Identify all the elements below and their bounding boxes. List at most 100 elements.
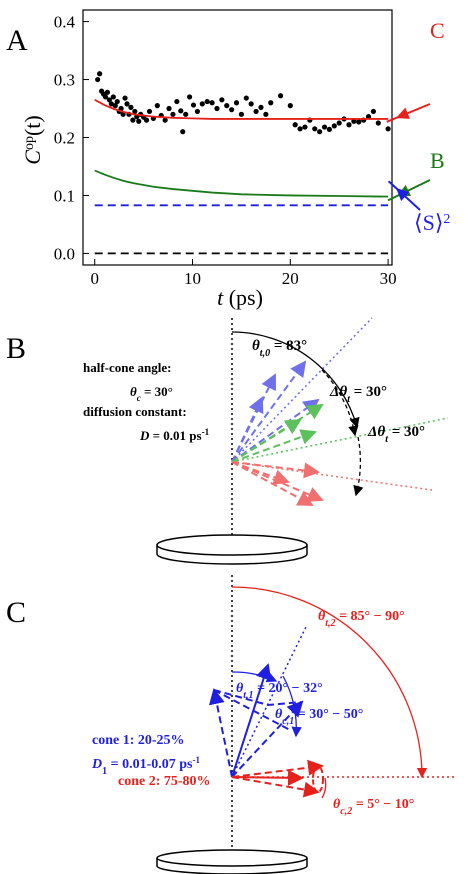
text: = 20° − 32° xyxy=(254,681,323,696)
note: half-cone angle: xyxy=(83,360,171,375)
subscript: t,1 xyxy=(243,690,253,701)
superscript: -1 xyxy=(193,755,201,765)
symbol: Δθ xyxy=(367,424,385,440)
data-point xyxy=(214,106,219,111)
angle-label: Δθt = 30° xyxy=(367,424,425,445)
data-point xyxy=(111,94,116,99)
x-tick-label: 30 xyxy=(380,269,397,288)
annotation-text: B xyxy=(430,148,445,173)
page: {"chart_data": {"type": "line", "panel_l… xyxy=(0,0,473,874)
data-point xyxy=(187,94,192,99)
surface-disk-top xyxy=(157,535,307,555)
x-label-text: (ps) xyxy=(223,285,263,310)
text: = 83° xyxy=(270,338,307,354)
vector xyxy=(232,362,305,462)
axis-line xyxy=(232,462,432,490)
data-point xyxy=(239,112,244,117)
constant-label: D = 0.01 ps-1 xyxy=(139,427,210,443)
y-axis-label: Cop(t) xyxy=(20,115,45,164)
data-point xyxy=(249,101,254,106)
text: = 0.01-0.07 ps xyxy=(107,757,193,772)
annotation-arrow xyxy=(387,104,430,122)
panel-label: A xyxy=(6,24,28,57)
angle-arc xyxy=(322,370,355,435)
cone-label: cone 1: 20-25% xyxy=(92,733,185,748)
cone-outline xyxy=(313,766,323,792)
data-point xyxy=(95,77,100,82)
vectors xyxy=(232,362,322,505)
data-point xyxy=(371,109,376,114)
y-tick-label: 0.3 xyxy=(54,71,75,90)
data-point xyxy=(244,95,249,100)
subscript: t,0 xyxy=(260,348,270,359)
data-point xyxy=(322,124,327,129)
panel-b: B θt,0 = 83° half-cone angle: θc = 30° d… xyxy=(6,318,448,564)
data-point xyxy=(385,126,390,131)
data-point xyxy=(288,103,293,108)
data-point xyxy=(166,106,171,111)
data-point xyxy=(356,119,361,124)
panel-a: A t (ps) Cop(t) 0.00.10.20.30.40102030CB… xyxy=(6,10,450,310)
note: diffusion constant: xyxy=(83,404,187,419)
cone-label: cone 2: 75-80% xyxy=(118,774,211,789)
y-tick-label: 0.0 xyxy=(54,244,75,263)
data-point xyxy=(312,126,317,131)
series-annotation: B xyxy=(430,148,445,173)
subscript: c,2 xyxy=(340,806,352,817)
y-tick-label: 0.4 xyxy=(54,13,76,32)
data-point xyxy=(293,122,298,127)
data-point xyxy=(183,112,188,117)
plot-frame xyxy=(83,10,392,265)
data-point xyxy=(268,100,273,105)
annotation-arrow xyxy=(388,180,430,200)
text: = 30° xyxy=(141,384,173,399)
vector xyxy=(232,766,322,777)
data-point xyxy=(178,108,183,113)
data-point xyxy=(258,105,263,110)
angle-label: θc,1 = 30° − 50° xyxy=(275,707,363,727)
data-point xyxy=(278,93,283,98)
data-point xyxy=(124,101,129,106)
subscript: t,2 xyxy=(325,618,335,629)
angle-label: θt,2 = 85° − 90° xyxy=(318,609,405,629)
annotation-superscript: 2 xyxy=(443,212,450,227)
angle-label: θt,1 = 20° − 32° xyxy=(236,681,323,701)
data-point xyxy=(147,109,152,114)
series-line xyxy=(95,171,388,197)
data-point xyxy=(317,129,322,134)
text: = 30° − 50° xyxy=(294,707,363,722)
data-point xyxy=(155,103,160,108)
text: = 85° − 90° xyxy=(336,609,405,624)
angle-label: θt,0 = 83° xyxy=(252,338,307,359)
text: = 30° xyxy=(388,424,425,440)
y-label-superscript: op xyxy=(22,136,37,150)
data-point xyxy=(195,109,200,114)
text: = 30° xyxy=(350,384,387,400)
x-tick-label: 0 xyxy=(90,269,99,288)
panel-label: B xyxy=(6,332,26,365)
symbol: D xyxy=(139,428,150,443)
data-point xyxy=(346,122,351,127)
data-point xyxy=(209,100,214,105)
x-tick-label: 10 xyxy=(184,269,201,288)
data-point xyxy=(219,97,224,102)
vector xyxy=(232,702,302,777)
data-point xyxy=(122,95,127,100)
data-point xyxy=(130,118,135,123)
data-point xyxy=(136,119,141,124)
y-label-symbol: C xyxy=(20,150,45,165)
data-point xyxy=(297,126,302,131)
data-point xyxy=(302,124,307,129)
panel-label: C xyxy=(6,596,26,629)
data-point xyxy=(224,103,229,108)
data-point xyxy=(200,101,205,106)
data-point xyxy=(144,118,149,123)
data-point xyxy=(180,129,185,134)
series-annotation: ⟨S⟩2 xyxy=(414,210,450,235)
data-point xyxy=(191,102,196,107)
vector xyxy=(232,777,318,792)
text: = 5° − 10° xyxy=(352,797,414,812)
y-tick-label: 0.2 xyxy=(54,129,75,148)
data-point xyxy=(253,109,258,114)
data-point xyxy=(263,112,268,117)
